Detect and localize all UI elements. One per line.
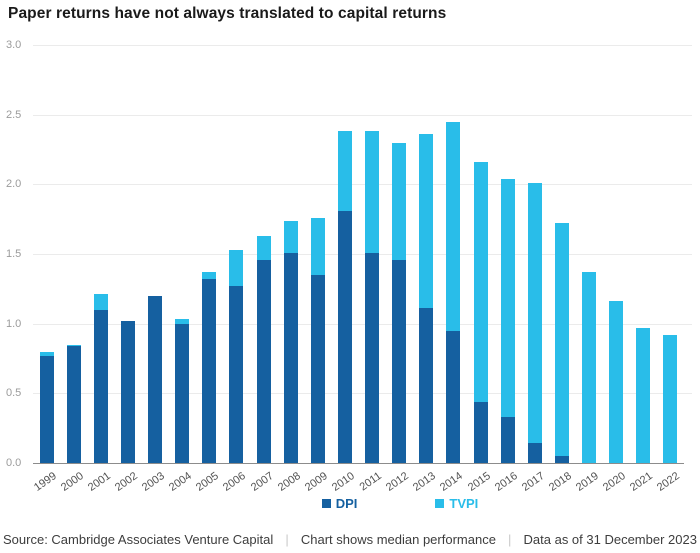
gridline xyxy=(33,114,692,116)
gridline xyxy=(33,393,692,395)
footer-separator: | xyxy=(285,532,289,547)
gridline xyxy=(33,45,692,46)
bar-2018-dpi xyxy=(554,456,569,463)
footer-source: Source: Cambridge Associates Venture Cap… xyxy=(3,532,274,547)
bar-2004-dpi xyxy=(175,323,190,463)
footer-as-of: Data as of 31 December 2023 xyxy=(523,532,697,547)
bar-2018-tvpi xyxy=(554,223,569,463)
bar-2008-dpi xyxy=(283,252,298,463)
legend: DPI TVPI xyxy=(50,496,700,511)
legend-item-tvpi: TVPI xyxy=(435,496,478,511)
plot-area: 0.0 0.5 1.0 1.5 2.0 2.5 3.0 1999 2000 2001 2002 200… xyxy=(6,39,692,494)
bar-2015-dpi xyxy=(473,401,488,463)
bar-2017-dpi xyxy=(527,443,542,463)
gridline xyxy=(33,323,692,325)
bar-2000-dpi xyxy=(66,345,81,463)
y-tick-label: 3.0 xyxy=(6,39,22,51)
y-tick-label: 2.5 xyxy=(6,108,22,121)
bar-2002-dpi xyxy=(120,320,135,463)
bar-2012-dpi xyxy=(392,259,407,463)
bar-2001-dpi xyxy=(93,309,108,463)
y-tick-label: 1.5 xyxy=(6,248,22,260)
bar-2007-dpi xyxy=(256,259,271,463)
footer-separator: | xyxy=(508,532,512,547)
bar-2016-tvpi xyxy=(500,178,515,463)
bar-1999-dpi xyxy=(39,355,54,463)
bar-2011-dpi xyxy=(365,252,380,463)
bar-2015-tvpi xyxy=(473,162,488,463)
bar-2003-dpi xyxy=(148,295,163,463)
bar-2014-dpi xyxy=(446,330,461,463)
bar-2013-dpi xyxy=(419,308,434,463)
y-tick-label: 0.5 xyxy=(6,387,22,400)
x-axis-line xyxy=(33,463,684,464)
tvpi-swatch-icon xyxy=(435,499,445,508)
legend-label-tvpi: TVPI xyxy=(449,496,479,511)
gridline xyxy=(33,254,692,255)
footer-note: Chart shows median performance xyxy=(300,532,496,547)
bar-2010-dpi xyxy=(337,210,352,463)
y-tick-label: 2.0 xyxy=(6,178,22,191)
bar-2017-tvpi xyxy=(527,182,542,463)
legend-label-dpi: DPI xyxy=(335,496,358,511)
chart-title: Paper returns have not always translated… xyxy=(8,5,447,22)
bar-2009-dpi xyxy=(310,274,325,463)
dpi-swatch-icon xyxy=(321,499,331,508)
y-tick-label: 0.0 xyxy=(6,457,22,469)
y-tick-label: 1.0 xyxy=(6,317,22,330)
bar-2020-tvpi xyxy=(609,301,624,463)
bar-2019-tvpi xyxy=(582,272,597,463)
bar-2021-tvpi xyxy=(636,327,651,463)
bar-2006-dpi xyxy=(229,286,244,463)
bar-2005-dpi xyxy=(202,279,217,463)
gridline xyxy=(33,184,692,186)
bar-2016-dpi xyxy=(500,417,515,463)
footer: Source: Cambridge Associates Venture Cap… xyxy=(3,532,697,547)
bar-2022-tvpi xyxy=(663,334,678,463)
legend-item-dpi: DPI xyxy=(321,496,358,511)
